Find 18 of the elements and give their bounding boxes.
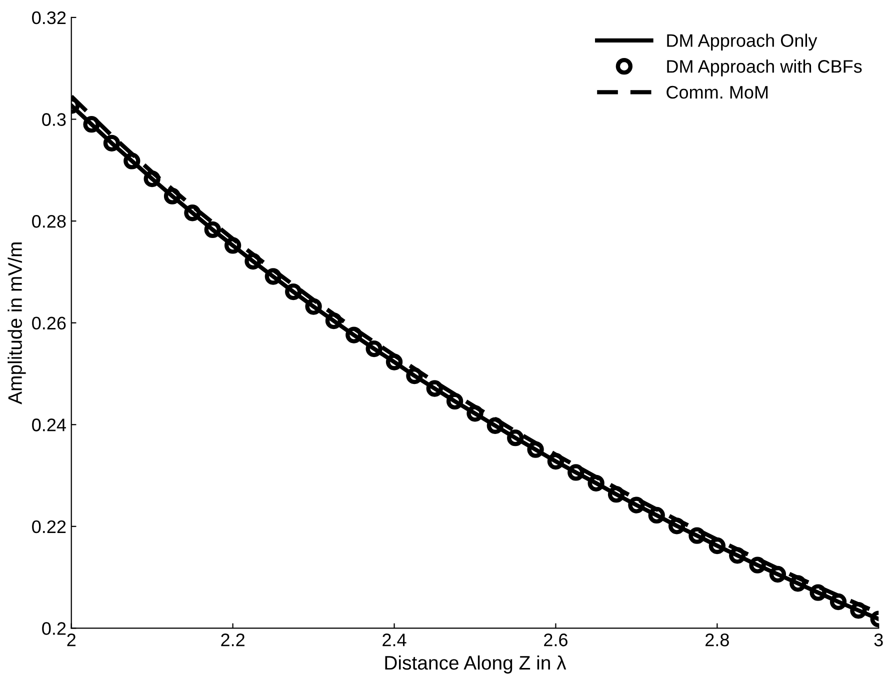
y-tick-label: 0.2 — [42, 622, 66, 635]
y-tick-label: 0.22 — [32, 520, 66, 534]
y-tick-label: 0.24 — [32, 418, 66, 432]
legend-label: Comm. MoM — [666, 86, 768, 99]
y-tick-label: 0.28 — [32, 214, 66, 228]
x-tick-label: 2.8 — [706, 634, 729, 646]
x-axis-title: Distance Along Z in λ — [385, 655, 566, 674]
x-tick-label: 2.4 — [382, 634, 406, 646]
y-tick-label: 0.32 — [32, 11, 66, 24]
y-tick-label: 0.3 — [42, 113, 66, 126]
x-tick-label: 2.6 — [544, 634, 568, 646]
legend-label: DM Approach Only — [667, 34, 818, 51]
y-tick-label: 0.26 — [32, 316, 66, 330]
x-tick-label: 2 — [67, 634, 76, 646]
x-tick-label: 3 — [874, 634, 883, 646]
y-axis-title: Amplitude in mV/m — [8, 242, 26, 404]
x-tick-label: 2.2 — [221, 634, 244, 646]
legend-label: DM Approach with CBFs — [667, 60, 862, 76]
